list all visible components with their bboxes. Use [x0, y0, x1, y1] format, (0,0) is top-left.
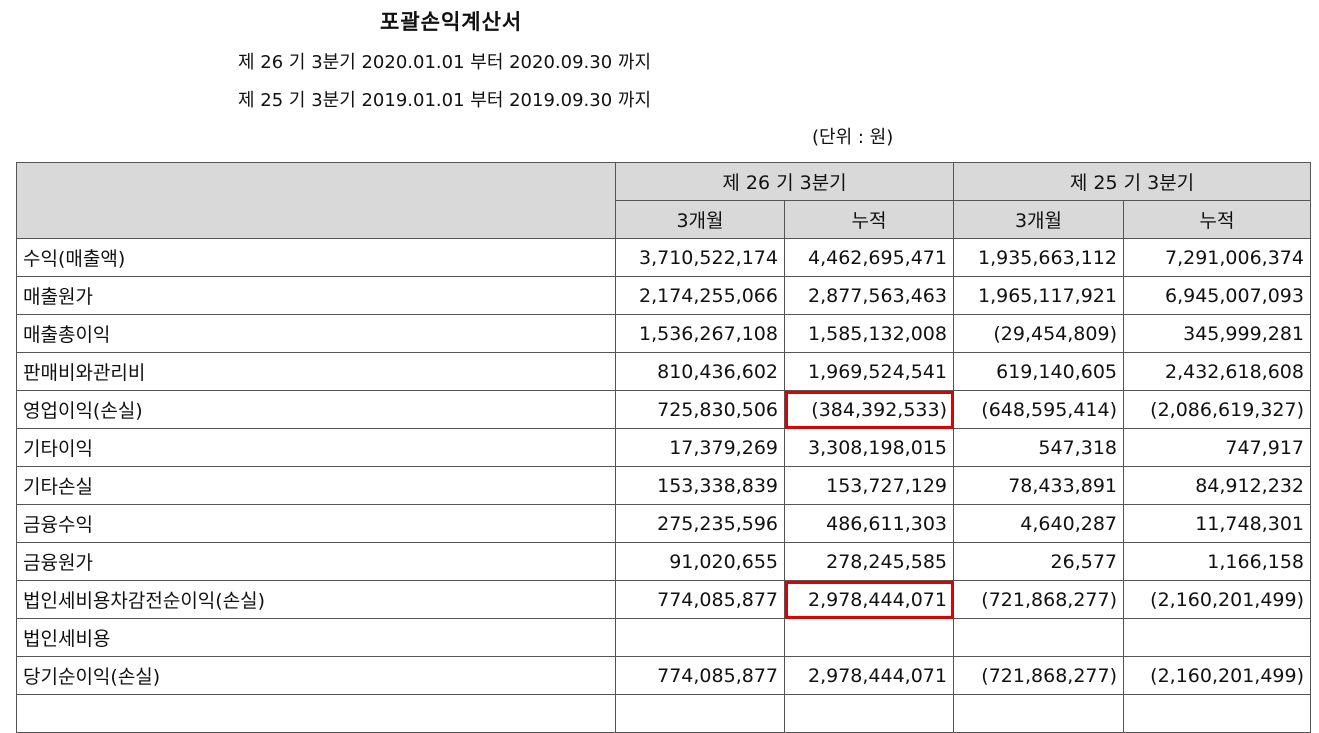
row-label: 매출원가	[16, 276, 616, 315]
value-cell: 278,245,585	[784, 542, 954, 581]
value-cell	[615, 694, 785, 733]
value-cell: 774,085,877	[615, 656, 785, 695]
value-cell: 2,877,563,463	[784, 276, 954, 315]
value-cell: (648,595,414)	[953, 390, 1124, 429]
value-cell: 17,379,269	[615, 428, 785, 467]
value-cell	[784, 618, 954, 657]
statement-title: 포괄손익계산서	[380, 10, 523, 34]
value-cell: 4,462,695,471	[784, 238, 954, 277]
row-label: 법인세비용	[16, 618, 616, 657]
value-cell: 1,166,158	[1123, 542, 1311, 581]
value-cell: 6,945,007,093	[1123, 276, 1311, 315]
value-cell: (721,868,277)	[953, 580, 1124, 619]
value-cell: 619,140,605	[953, 352, 1124, 391]
table-row: 법인세비용	[16, 618, 1311, 657]
table-row: 매출총이익 1,536,267,108 1,585,132,008 (29,454,8…	[16, 314, 1311, 353]
row-label: 금융원가	[16, 542, 616, 581]
value-cell: 1,935,663,112	[953, 238, 1124, 277]
row-label: 기타이익	[16, 428, 616, 467]
group-header-row: 제 26 기 3분기 제 25 기 3분기	[16, 162, 1311, 239]
group-header-previous: 제 25 기 3분기	[953, 162, 1311, 201]
income-statement-table: 제 26 기 3분기 제 25 기 3분기 3개월 누적 3개월 누적 수익(매…	[16, 162, 1311, 733]
table-row: 기타이익 17,379,269 3,308,198,015 547,318 747,91…	[16, 428, 1311, 467]
row-label: 법인세비용차감전순이익(손실)	[16, 580, 616, 619]
value-cell: 26,577	[953, 542, 1124, 581]
highlighted-value-cell: (384,392,533)	[784, 390, 954, 429]
table-row	[16, 694, 1311, 733]
highlighted-value-cell: 2,978,444,071	[784, 580, 954, 619]
table-row: 영업이익(손실) 725,830,506 (384,392,533) (648,595…	[16, 390, 1311, 429]
period-current: 제 26 기 3분기 2020.01.01 부터 2020.09.30 까지	[238, 52, 652, 73]
value-cell: 153,338,839	[615, 466, 785, 505]
value-cell	[953, 618, 1124, 657]
value-cell: 84,912,232	[1123, 466, 1311, 505]
row-label: 금융수익	[16, 504, 616, 543]
row-label: 수익(매출액)	[16, 238, 616, 277]
header-corner	[16, 162, 616, 239]
value-cell: 91,020,655	[615, 542, 785, 581]
value-cell	[615, 618, 785, 657]
value-cell: 78,433,891	[953, 466, 1124, 505]
value-cell: 486,611,303	[784, 504, 954, 543]
sub-header: 누적	[784, 200, 954, 239]
value-cell: 2,432,618,608	[1123, 352, 1311, 391]
row-label: 판매비와관리비	[16, 352, 616, 391]
value-cell: 3,308,198,015	[784, 428, 954, 467]
group-header-current: 제 26 기 3분기	[615, 162, 954, 201]
value-cell: 1,585,132,008	[784, 314, 954, 353]
value-cell: 11,748,301	[1123, 504, 1311, 543]
value-cell	[784, 694, 954, 733]
value-cell: 547,318	[953, 428, 1124, 467]
sub-header: 누적	[1123, 200, 1311, 239]
value-cell: 1,969,524,541	[784, 352, 954, 391]
value-cell: (2,160,201,499)	[1123, 656, 1311, 695]
value-cell: (2,086,619,327)	[1123, 390, 1311, 429]
value-cell: 774,085,877	[615, 580, 785, 619]
value-cell: 725,830,506	[615, 390, 785, 429]
value-cell: 153,727,129	[784, 466, 954, 505]
value-cell: 1,536,267,108	[615, 314, 785, 353]
row-label: 당기순이익(손실)	[16, 656, 616, 695]
value-cell: 1,965,117,921	[953, 276, 1124, 315]
sub-header-row: 3개월 누적 3개월 누적	[17, 200, 1311, 239]
table-row: 법인세비용차감전순이익(손실) 774,085,877 2,978,444,071(…	[16, 580, 1311, 619]
unit-label: (단위 : 원)	[812, 127, 894, 148]
value-cell: (721,868,277)	[953, 656, 1124, 695]
period-previous: 제 25 기 3분기 2019.01.01 부터 2019.09.30 까지	[238, 90, 652, 111]
table-row: 판매비와관리비 810,436,602 1,969,524,541 619,140,6…	[16, 352, 1311, 391]
row-label: 영업이익(손실)	[16, 390, 616, 429]
value-cell: 2,978,444,071	[784, 656, 954, 695]
sub-header: 3개월	[953, 200, 1124, 239]
sub-header: 3개월	[615, 200, 785, 239]
table-row: 금융원가 91,020,655 278,245,585 26,577 1,166,158	[16, 542, 1311, 581]
value-cell: 2,174,255,066	[615, 276, 785, 315]
row-label: 기타손실	[16, 466, 616, 505]
table-row: 기타손실 153,338,839 153,727,129 78,433,891 84,9…	[16, 466, 1311, 505]
value-cell: 345,999,281	[1123, 314, 1311, 353]
value-cell	[953, 694, 1124, 733]
value-cell	[1123, 694, 1311, 733]
value-cell: 810,436,602	[615, 352, 785, 391]
table-row: 수익(매출액) 3,710,522,174 4,462,695,471 1,935,6…	[16, 238, 1311, 277]
table-row: 금융수익 275,235,596 486,611,303 4,640,287 11,74…	[16, 504, 1311, 543]
table-row: 당기순이익(손실) 774,085,877 2,978,444,071 (721,86…	[16, 656, 1311, 695]
value-cell: 275,235,596	[615, 504, 785, 543]
value-cell: 3,710,522,174	[615, 238, 785, 277]
row-label	[16, 694, 616, 733]
row-label: 매출총이익	[16, 314, 616, 353]
value-cell: 747,917	[1123, 428, 1311, 467]
value-cell: (2,160,201,499)	[1123, 580, 1311, 619]
value-cell: 4,640,287	[953, 504, 1124, 543]
table-row: 매출원가 2,174,255,066 2,877,563,463 1,965,117,…	[16, 276, 1311, 315]
value-cell: (29,454,809)	[953, 314, 1124, 353]
value-cell	[1123, 618, 1311, 657]
value-cell: 7,291,006,374	[1123, 238, 1311, 277]
